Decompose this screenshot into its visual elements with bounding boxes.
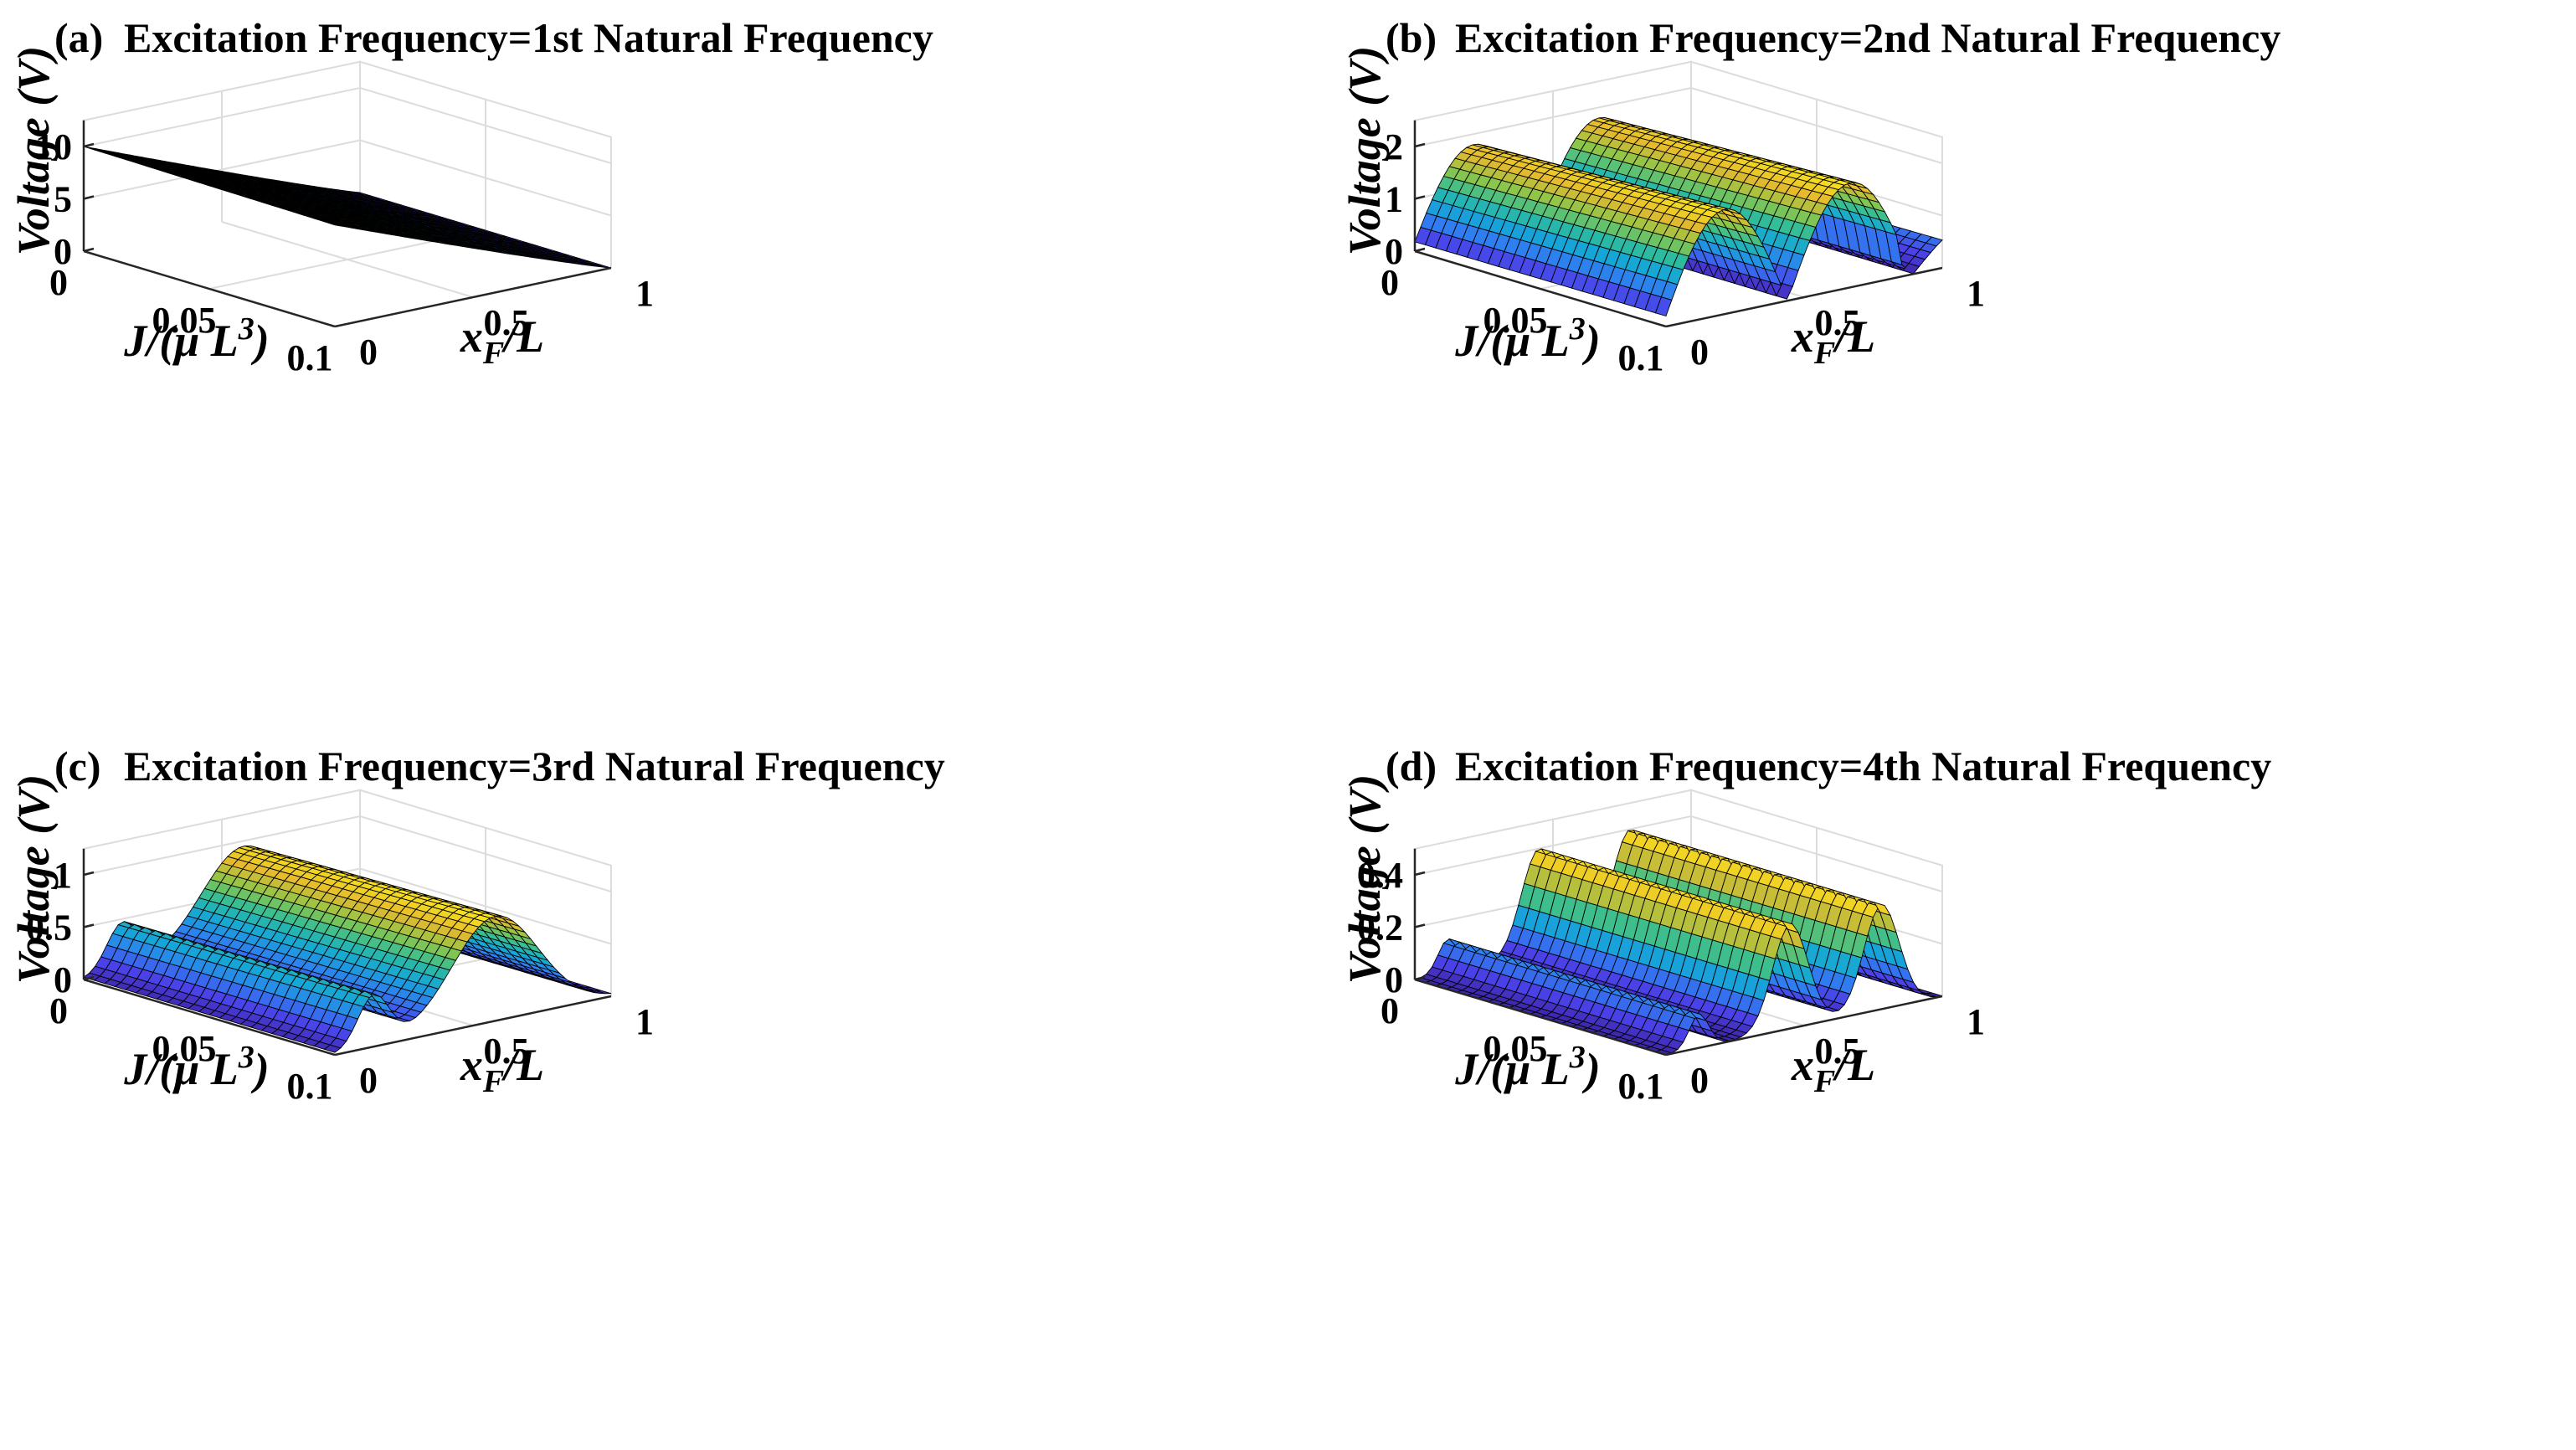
z-axis-label: Voltage (V) xyxy=(8,46,59,256)
z-tick-label: 0 xyxy=(54,959,72,1000)
j-axis-label: J/(μ L3) xyxy=(123,311,270,366)
z-tick-label: 0 xyxy=(1385,231,1403,272)
axes: 0 5 10 0 0.05 0.1 0 0.5 1 xyxy=(35,120,654,378)
grid-walls xyxy=(83,60,612,298)
axes: 0 0.5 1 0 0.05 0.1 0 0.5 1 xyxy=(26,848,654,1107)
j-tick-label: 0.05 xyxy=(152,1028,217,1069)
panel-title: Excitation Frequency=1st Natural Frequen… xyxy=(124,14,933,61)
panel-tag: (c) xyxy=(54,743,101,789)
j-tick-label: 0 xyxy=(1381,262,1399,303)
j-tick-label: 0.05 xyxy=(1483,1028,1548,1069)
j-tick-label: 0.1 xyxy=(287,337,333,378)
axes: 0 1 2 0 0.05 0.1 0 0.5 1 xyxy=(1381,120,1985,378)
xf-tick-label: 0.5 xyxy=(1815,1031,1861,1072)
axes: 0 0.2 0.4 0 0.05 0.1 0 0.5 1 xyxy=(1357,848,1985,1107)
xf-tick-label: 1 xyxy=(635,1001,654,1042)
j-axis-label: J/(μ L3) xyxy=(1454,1040,1601,1094)
xf-tick-label: 0.5 xyxy=(1815,302,1861,343)
z-tick-label: 0.4 xyxy=(1357,855,1403,896)
panel-tag: (d) xyxy=(1386,743,1437,789)
z-tick-label: 1 xyxy=(54,855,72,896)
xf-tick-label: 0.5 xyxy=(484,1031,530,1072)
j-axis-label: J/(μ L3) xyxy=(123,1040,270,1094)
z-tick-label: 0 xyxy=(54,231,72,272)
z-tick-label: 5 xyxy=(54,179,72,220)
surface-mesh xyxy=(1414,117,1943,317)
surface-mesh xyxy=(83,146,612,269)
xf-tick-label: 1 xyxy=(1967,273,1985,314)
panel-a: 0 5 10 0 0.05 0.1 0 0.5 1 Voltage (V) J/(μ L3) xF/L… xyxy=(8,14,933,378)
panel-title: Excitation Frequency=3rd Natural Frequen… xyxy=(124,743,945,789)
surface-mesh xyxy=(1413,829,1943,1056)
j-axis-label: J/(μ L3) xyxy=(1454,311,1601,366)
xf-axis-label: xF/L xyxy=(460,311,544,371)
z-tick-label: 0 xyxy=(1385,959,1403,1000)
xf-tick-label: 0 xyxy=(1690,1060,1709,1101)
z-axis-label: Voltage (V) xyxy=(1339,46,1390,256)
panel-title: Excitation Frequency=4th Natural Frequen… xyxy=(1455,743,2271,789)
j-tick-label: 0 xyxy=(49,262,68,303)
panel-d: 0 0.2 0.4 0 0.05 0.1 0 0.5 1 Voltage (V) J/(μ L3) x… xyxy=(1339,743,2271,1107)
xf-tick-label: 0 xyxy=(359,332,378,373)
j-tick-label: 0.05 xyxy=(152,300,217,341)
j-tick-label: 0 xyxy=(49,990,68,1031)
panel-title: Excitation Frequency=2nd Natural Frequen… xyxy=(1455,14,2280,61)
j-tick-label: 0.1 xyxy=(1618,337,1664,378)
j-tick-label: 0.05 xyxy=(1483,300,1548,341)
z-tick-label: 0.2 xyxy=(1357,908,1403,949)
xf-tick-label: 1 xyxy=(1967,1001,1985,1042)
xf-axis-label: xF/L xyxy=(1791,311,1875,371)
z-tick-label: 1 xyxy=(1385,179,1403,220)
z-axis-label: Voltage (V) xyxy=(8,774,59,985)
j-tick-label: 0 xyxy=(1381,990,1399,1031)
z-tick-label: 2 xyxy=(1385,126,1403,167)
panel-tag: (a) xyxy=(54,14,103,61)
surface-mesh xyxy=(83,845,612,1053)
xf-tick-label: 0 xyxy=(359,1060,378,1101)
z-axis-label: Voltage (V) xyxy=(1339,774,1390,985)
xf-tick-label: 0 xyxy=(1690,332,1709,373)
j-tick-label: 0.1 xyxy=(287,1066,333,1107)
xf-tick-label: 1 xyxy=(635,273,654,314)
xf-axis-label: xF/L xyxy=(460,1040,544,1099)
xf-tick-label: 0.5 xyxy=(484,302,530,343)
j-tick-label: 0.1 xyxy=(1618,1066,1664,1107)
panel-tag: (b) xyxy=(1386,14,1437,61)
xf-axis-label: xF/L xyxy=(1791,1040,1875,1099)
z-tick-label: 10 xyxy=(35,126,72,167)
z-tick-label: 0.5 xyxy=(26,908,72,949)
